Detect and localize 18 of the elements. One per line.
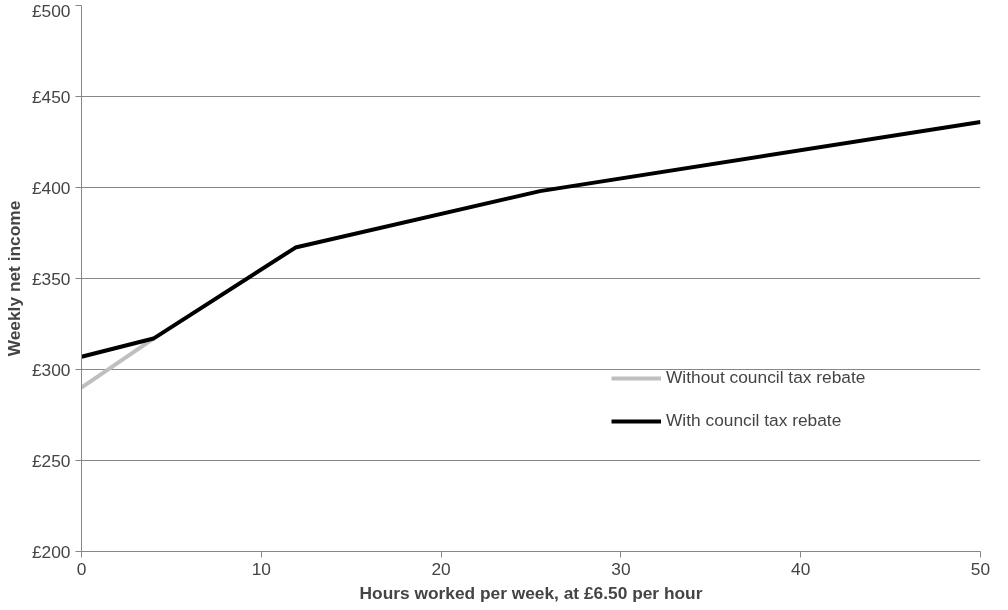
line-series xyxy=(81,119,981,359)
y-tick-label: £300 xyxy=(31,359,71,380)
x-tick-label: 40 xyxy=(791,558,811,579)
legend-label: With council tax rebate xyxy=(666,410,842,431)
x-tick-label: 0 xyxy=(76,558,87,579)
x-tick-label: 10 xyxy=(251,558,271,579)
y-tick-label: £200 xyxy=(31,541,71,562)
y-axis-title: Weekly net income xyxy=(3,200,24,357)
y-tick-label: £400 xyxy=(31,177,71,198)
x-tick-label: 20 xyxy=(431,558,451,579)
y-tick-label: £450 xyxy=(31,86,71,107)
x-tick-label: 30 xyxy=(611,558,631,579)
x-axis-title: Hours worked per week, at £6.50 per hour xyxy=(359,582,703,603)
legend-label: Without council tax rebate xyxy=(666,367,866,388)
y-tick-label: £350 xyxy=(31,268,71,289)
y-tick-label: £250 xyxy=(31,450,71,471)
y-tick-label: £500 xyxy=(31,0,71,21)
x-tick-label: 50 xyxy=(970,558,991,579)
